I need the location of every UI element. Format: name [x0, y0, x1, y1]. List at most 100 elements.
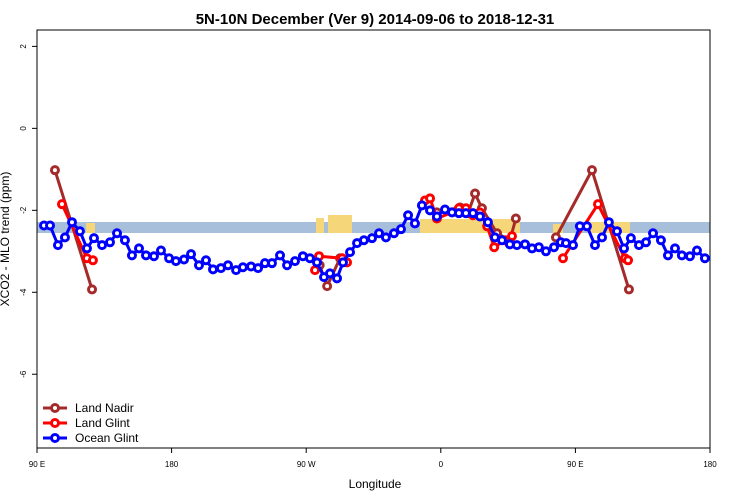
- data-point: [589, 240, 600, 251]
- x-tick-label: 180: [165, 460, 179, 469]
- legend-label: Land Nadir: [75, 401, 134, 415]
- data-point: [640, 237, 651, 248]
- data-point: [496, 235, 507, 246]
- data-point: [519, 239, 530, 250]
- data-point: [237, 262, 248, 273]
- data-point: [104, 237, 115, 248]
- y-axis-label: XCO2 - MLO trend (ppm): [0, 172, 12, 307]
- data-point: [253, 263, 264, 274]
- y-tick-label: -2: [19, 206, 28, 214]
- data-point: [416, 200, 427, 211]
- data-point: [332, 273, 343, 284]
- data-point: [52, 240, 63, 251]
- data-point: [549, 242, 560, 253]
- data-point: [74, 226, 85, 237]
- data-point: [597, 232, 608, 243]
- data-point: [126, 250, 137, 261]
- x-tick-label: 90 E: [567, 460, 583, 469]
- data-point: [45, 220, 56, 231]
- data-point: [625, 233, 636, 244]
- legend-marker: [50, 433, 60, 443]
- data-point: [289, 256, 300, 267]
- data-point: [88, 233, 99, 244]
- data-point: [655, 235, 666, 246]
- data-point: [66, 217, 77, 228]
- x-tick-label: 90 E: [29, 460, 45, 469]
- data-point: [510, 213, 521, 224]
- x-tick-label: 90 W: [297, 460, 316, 469]
- data-point: [282, 260, 293, 271]
- data-point: [310, 265, 321, 276]
- legend-label: Ocean Glint: [75, 431, 139, 445]
- data-point: [489, 242, 500, 253]
- data-point: [87, 255, 98, 266]
- data-point: [684, 251, 695, 262]
- data-point: [568, 240, 579, 251]
- x-tick-label: 180: [703, 460, 717, 469]
- data-point: [691, 245, 702, 256]
- data-point: [275, 250, 286, 261]
- data-point: [670, 243, 681, 254]
- data-point: [425, 193, 436, 204]
- y-tick-label: -6: [19, 370, 28, 378]
- data-point: [380, 232, 391, 243]
- data-point: [304, 253, 315, 264]
- data-point: [155, 245, 166, 256]
- data-point: [557, 253, 568, 264]
- data-point: [581, 221, 592, 232]
- data-point: [699, 253, 710, 264]
- legend-label: Land Glint: [75, 416, 130, 430]
- plot-frame: [36, 29, 711, 449]
- data-point: [619, 243, 630, 254]
- data-point: [208, 264, 219, 275]
- data-point: [193, 260, 204, 271]
- data-point: [345, 247, 356, 258]
- y-tick-label: 2: [19, 44, 28, 49]
- data-point: [222, 260, 233, 271]
- data-point: [141, 250, 152, 261]
- data-point: [374, 228, 385, 239]
- data-point: [112, 228, 123, 239]
- x-axis-label: Longitude: [349, 477, 402, 491]
- data-point: [358, 235, 369, 246]
- data-point: [170, 256, 181, 267]
- data-point: [611, 226, 622, 237]
- data-point: [87, 284, 98, 295]
- data-point: [648, 228, 659, 239]
- data-point: [592, 199, 603, 210]
- data-point: [540, 246, 551, 257]
- legend-marker: [50, 403, 60, 413]
- data-point: [425, 205, 436, 216]
- data-point: [49, 165, 60, 176]
- legend-marker: [50, 418, 60, 428]
- data-point: [474, 211, 485, 222]
- data-point: [56, 199, 67, 210]
- data-point: [623, 255, 634, 266]
- data-point: [388, 228, 399, 239]
- data-point: [97, 240, 108, 251]
- data-point: [311, 257, 322, 268]
- data-point: [431, 211, 442, 222]
- data-point: [662, 250, 673, 261]
- data-point: [623, 284, 634, 295]
- chart-title: 5N-10N December (Ver 9) 2014-09-06 to 20…: [196, 11, 555, 28]
- data-point: [482, 217, 493, 228]
- data-point: [81, 243, 92, 254]
- data-point: [409, 218, 420, 229]
- data-point: [148, 251, 159, 262]
- data-point: [59, 232, 70, 243]
- data-point: [533, 242, 544, 253]
- y-tick-label: -4: [19, 288, 28, 296]
- data-point: [367, 233, 378, 244]
- data-point: [587, 165, 598, 176]
- data-point: [403, 210, 414, 221]
- data-point: [186, 249, 197, 260]
- data-point: [676, 250, 687, 261]
- data-point: [119, 235, 130, 246]
- data-point: [324, 268, 335, 279]
- data-point: [200, 255, 211, 266]
- data-point: [603, 217, 614, 228]
- data-point: [506, 231, 517, 242]
